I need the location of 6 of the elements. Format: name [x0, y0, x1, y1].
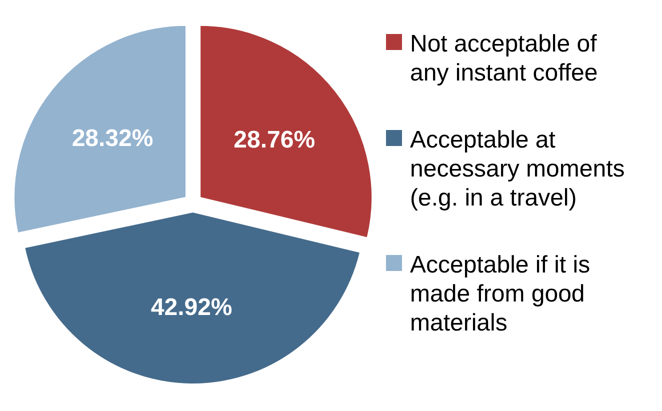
legend-label: Acceptable if it is made from good materials: [410, 252, 590, 337]
legend-label: Not acceptable of any instant coffee: [410, 30, 598, 87]
data-label: 28.76%: [234, 126, 316, 154]
legend-label: Acceptable at necessary moments (e.g. in a travel): [410, 126, 625, 212]
data-label: 28.32%: [72, 125, 154, 152]
data-label: 42.92%: [150, 294, 232, 321]
